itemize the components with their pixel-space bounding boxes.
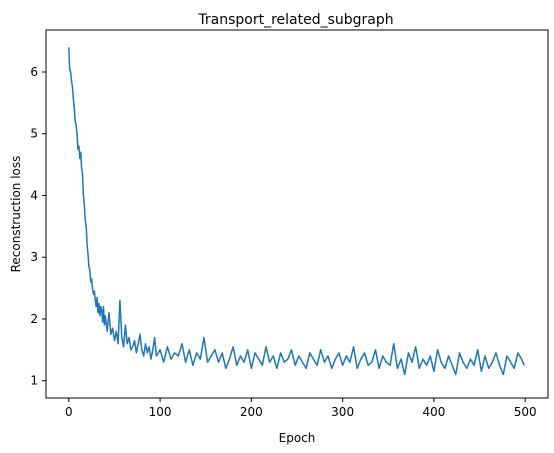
plot-frame	[45, 29, 549, 399]
x-tick-label: 100	[149, 405, 172, 419]
y-tick-label: 1	[30, 374, 38, 388]
y-tick-label: 2	[30, 312, 38, 326]
plot-area	[68, 47, 525, 376]
x-axis: 0 100 200 300 400 500	[65, 398, 537, 419]
x-tick-label: 200	[240, 405, 263, 419]
y-tick-label: 4	[30, 188, 38, 202]
x-tick-label: 300	[331, 405, 354, 419]
x-axis-label: Epoch	[279, 431, 316, 445]
y-tick-label: 3	[30, 250, 38, 264]
series-line-0	[68, 47, 525, 376]
chart-title: Transport_related_subgraph	[197, 12, 393, 28]
x-tick-label: 400	[422, 405, 445, 419]
y-axis-label: Reconstruction loss	[9, 156, 23, 273]
y-tick-label: 5	[30, 127, 38, 141]
x-tick-label: 0	[65, 405, 73, 419]
y-axis: 1 2 3 4 5 6	[30, 65, 46, 388]
x-tick-label: 500	[514, 405, 537, 419]
y-tick-label: 6	[30, 65, 38, 79]
